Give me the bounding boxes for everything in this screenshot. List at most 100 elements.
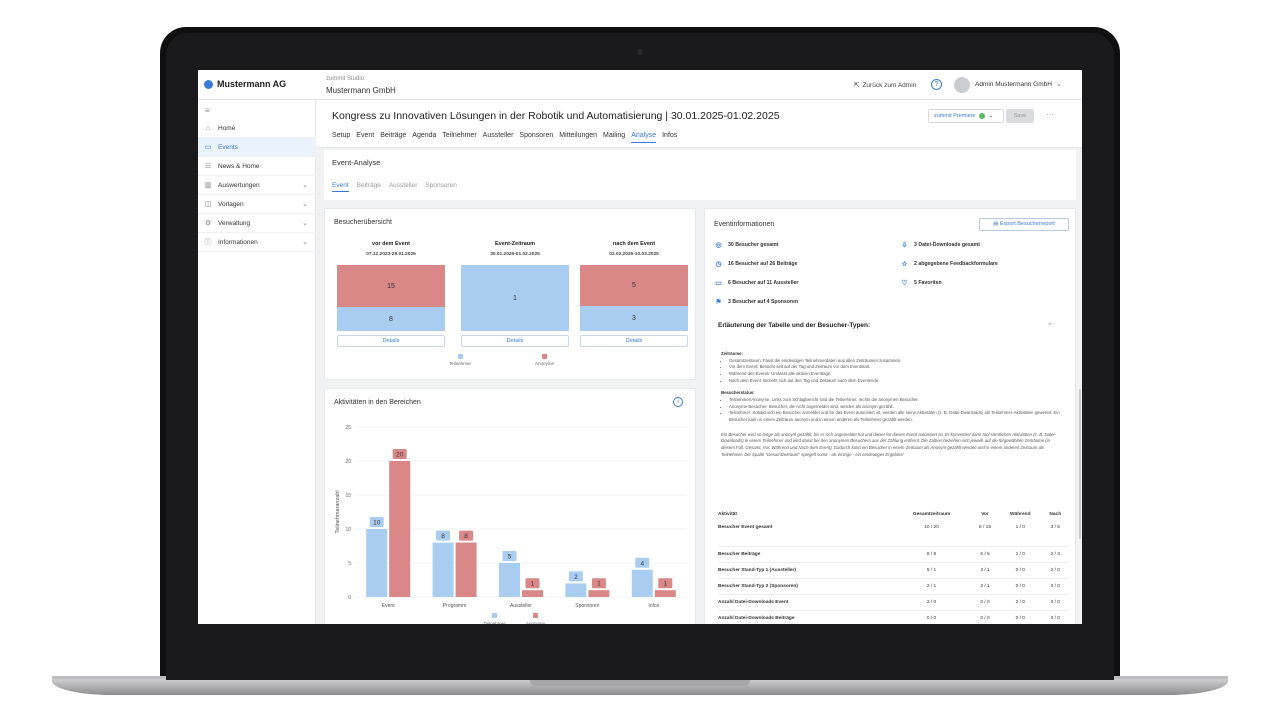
bar-anonyme	[654, 590, 676, 597]
bar-segment-anonyme: 15	[337, 265, 445, 307]
app-screen: Mustermann AG zummit Studio Mustermann G…	[198, 70, 1082, 624]
data-label: 10	[373, 520, 381, 527]
table-cell: Besucher Beiträge	[718, 546, 892, 563]
chevron-down-icon[interactable]: ⌄	[1056, 81, 1062, 88]
exit-icon: ⇱	[854, 82, 860, 89]
visitor-column-before: vor dem Event 07.12.2023-29.01.2025 15 8…	[337, 241, 445, 347]
x-tick-label: Event	[382, 603, 395, 609]
export-report-button[interactable]: ▤ Export Besucherreport	[979, 218, 1069, 231]
chevron-up-icon[interactable]: ⌃	[1047, 323, 1053, 330]
x-tick-label: Infos	[648, 603, 659, 609]
tab-analyse[interactable]: Analyse	[631, 132, 657, 143]
info-text: 2 abgegebene Feedbackformulare	[914, 261, 998, 267]
back-to-admin-link[interactable]: ⇱ Zurück zum Admin	[854, 81, 917, 90]
data-label-box	[369, 517, 384, 527]
x-tick-label: Sponsoren	[575, 603, 599, 609]
help-icon[interactable]: ?	[931, 79, 942, 90]
column-heading: Event-Zeitraum	[494, 241, 536, 247]
bar-anonyme	[455, 542, 477, 597]
scrollbar[interactable]	[1079, 389, 1081, 539]
analysis-title: Event-Analyse	[332, 158, 381, 167]
data-label-box	[502, 551, 517, 561]
laptop-base	[52, 679, 1228, 695]
menu-icon[interactable]: ≡	[205, 106, 210, 115]
sidebar-item-events[interactable]: ▭ Events	[198, 138, 316, 157]
column-dates: 30.01.2025-01.02.2025	[490, 252, 540, 257]
details-button[interactable]: Details	[337, 335, 445, 347]
explanation-item: Gesamtzeitraum: Fasst die eindeutigen Te…	[729, 358, 1061, 365]
avatar[interactable]	[954, 77, 970, 93]
legend-swatch	[533, 613, 538, 618]
subtab-sponsoren[interactable]: Sponsoren	[425, 182, 457, 189]
back-to-admin-label: Zurück zum Admin	[862, 81, 917, 89]
column-dates: 02.02.2025-10.03.2025	[609, 252, 659, 257]
tab-mitteilungen[interactable]: Mitteilungen	[559, 132, 598, 139]
admin-name[interactable]: Admin Mustermann GmbH	[975, 81, 1052, 88]
details-button[interactable]: Details	[580, 335, 688, 347]
sidebar-item-verwaltung[interactable]: ⚙ Verwaltung ⌄	[198, 214, 316, 233]
details-button[interactable]: Details	[461, 335, 569, 347]
tab-aussteller[interactable]: Aussteller	[482, 132, 514, 139]
status-label: zummit Premiere	[934, 113, 976, 119]
status-dot-icon	[979, 112, 986, 119]
y-tick-label: 20	[345, 459, 351, 465]
explanation-heading[interactable]: Erläuterung der Tabelle und der Besucher…	[718, 322, 871, 329]
subtab-beitraege[interactable]: Beiträge	[356, 182, 381, 189]
sidebar-item-home[interactable]: ⌂ Home	[198, 119, 316, 138]
table-cell: 0 / 0	[1042, 610, 1068, 624]
stacked-bar: 15 8	[337, 265, 445, 331]
camera-dot	[637, 49, 643, 55]
table-cell: Besucher Stand-Typ 1 (Aussteller)	[718, 562, 892, 579]
table-row: Besucher Stand-Typ 1 (Aussteller) 5 / 1 …	[718, 562, 1068, 579]
explanation-text: Zeiträume: Gesamtzeitraum: Fasst die ein…	[721, 345, 1061, 458]
visitor-column-during: Event-Zeitraum 30.01.2025-01.02.2025 1 D…	[461, 241, 569, 347]
bar-segment-teilnehmer: 8	[337, 307, 445, 331]
table-cell: Besucher Stand-Typ 2 (Sponsoren)	[718, 578, 892, 595]
sidebar-item-news[interactable]: ☷ News & Home	[198, 157, 316, 176]
top-bar: Mustermann AG zummit Studio Mustermann G…	[198, 70, 1082, 100]
calendar-icon: ▭	[204, 144, 212, 151]
table-cell: 3 / 1	[972, 562, 999, 579]
sidebar-item-label: News & Home	[218, 162, 260, 170]
laptop-notch	[530, 680, 750, 686]
status-select[interactable]: zummit Premiere ⌄	[928, 109, 1004, 123]
explanation-item: Während des Events: Umfasst alle aktiven…	[729, 371, 1061, 378]
info-icon[interactable]: i	[673, 397, 683, 407]
sidebar-item-vorlagen[interactable]: ◫ Vorlagen ⌄	[198, 195, 316, 214]
table-cell: 8 / 15	[972, 520, 999, 547]
clock-icon: ◷	[715, 261, 722, 268]
brand-name: Mustermann AG	[217, 79, 287, 89]
tab-teilnehmer[interactable]: Teilnehmer	[442, 132, 477, 139]
column-header: Während	[1010, 512, 1031, 517]
table-cell: 2 / 1	[891, 578, 972, 595]
sidebar-item-label: Events	[218, 143, 238, 151]
table-row: Anzahl Datei-Downloads Event 2 / 0 0 / 0…	[718, 594, 1068, 611]
bar-teilnehmer	[565, 583, 587, 597]
sidebar-item-auswertungen[interactable]: ▥ Auswertungen ⌄	[198, 176, 316, 195]
subtab-aussteller[interactable]: Aussteller	[388, 182, 418, 189]
brand[interactable]: Mustermann AG	[204, 79, 286, 89]
info-text: 30 Besucher gesamt	[728, 242, 779, 248]
data-label-box	[436, 530, 451, 541]
data-label-box	[568, 571, 583, 582]
tab-agenda[interactable]: Agenda	[412, 132, 437, 139]
info-favorites: ♡ 5 Favoriten	[900, 279, 941, 287]
brand-logo-icon	[204, 79, 213, 89]
more-icon[interactable]: ···	[1046, 110, 1054, 119]
tab-event[interactable]: Event	[356, 132, 375, 139]
tab-mailing[interactable]: Mailing	[603, 132, 626, 139]
legend-swatch	[492, 613, 497, 618]
tab-infos[interactable]: Infos	[662, 132, 678, 139]
save-button[interactable]: Save	[1006, 109, 1034, 123]
analysis-header: Event-Analyse Event Beiträge Aussteller …	[324, 150, 1076, 200]
explanation-item: Nach dem Event: Bezieht sich auf den Tag…	[729, 378, 1061, 385]
tab-setup[interactable]: Setup	[332, 132, 351, 139]
tab-beitraege[interactable]: Beiträge	[380, 132, 407, 139]
bar-anonyme	[522, 590, 543, 597]
tab-sponsoren[interactable]: Sponsoren	[519, 132, 554, 139]
handshake-icon: ⚑	[715, 299, 722, 306]
sidebar-item-informationen[interactable]: ⓘ Informationen ⌄	[198, 233, 316, 252]
y-tick-label: 25	[345, 425, 351, 431]
subtab-event[interactable]: Event	[332, 182, 349, 192]
chart-icon: ▥	[204, 182, 212, 189]
